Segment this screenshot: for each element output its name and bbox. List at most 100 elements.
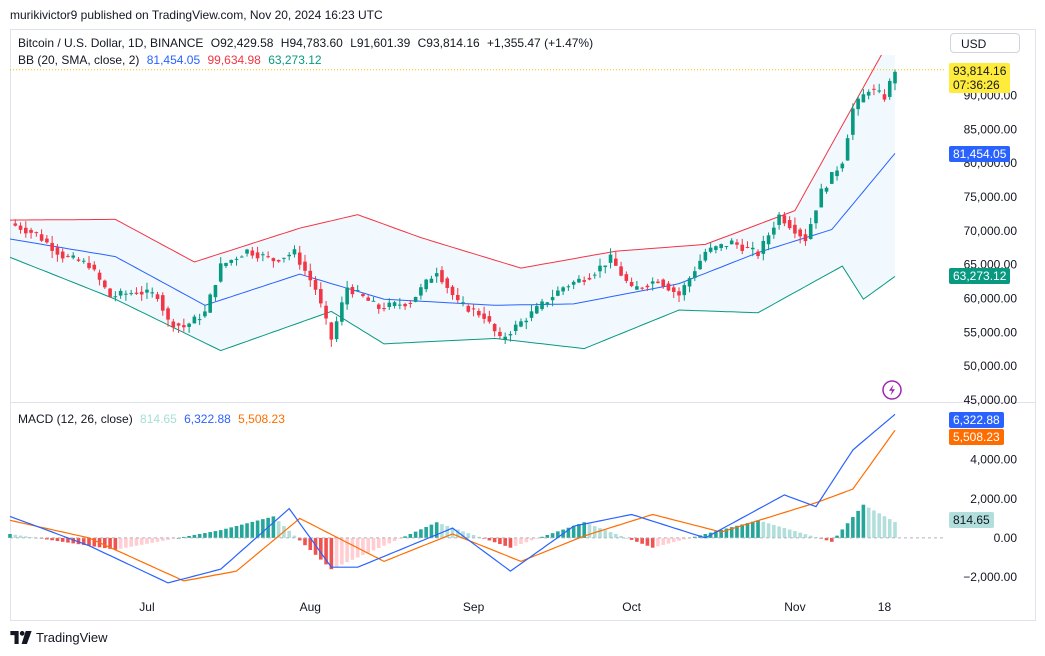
macd-hist-bar [329, 537, 334, 570]
candle-body [434, 273, 439, 277]
macd-hist-bar [376, 537, 381, 549]
candle-body [139, 291, 144, 295]
candle-body [687, 278, 692, 287]
candle [413, 296, 418, 303]
candle-body [192, 316, 197, 324]
price-tick-label: 75,000.00 [964, 190, 1018, 204]
candle [76, 256, 81, 262]
candle [208, 293, 212, 314]
tradingview-footer[interactable]: TradingView [10, 630, 108, 645]
macd-hist-bar [419, 529, 423, 538]
macd-hist-bar [224, 528, 228, 538]
candle-body [829, 172, 834, 184]
macd-hist-bar [234, 525, 239, 538]
time-tick-label: Sep [463, 600, 485, 614]
macd-hist-bar [666, 537, 671, 544]
macd-hist-bar [887, 519, 892, 538]
lightning-icon[interactable] [882, 380, 902, 400]
bb-fill-area [10, 55, 895, 351]
candle-body [787, 220, 792, 229]
candle [614, 251, 618, 266]
time-tick-label: Jul [139, 600, 154, 614]
macd-line [9, 413, 896, 584]
macd-hist-bar [55, 537, 60, 542]
candle-body [340, 302, 344, 322]
candle-body [782, 215, 787, 224]
macd-hist-bar [487, 537, 492, 541]
candle-body [18, 225, 23, 230]
candle-body [824, 187, 829, 192]
macd-hist-bar [724, 528, 729, 538]
bb-legend: BB (20, SMA, close, 2) 81,454.05 99,634.… [18, 53, 326, 67]
bb-label[interactable]: BB (20, SMA, close, 2) [18, 53, 140, 67]
macd-hist-bar [661, 537, 666, 545]
macd-axis: −2,000.00 0.00 2,000.00 4,000.00 [963, 453, 1017, 584]
pane-separator[interactable] [10, 402, 1036, 403]
candle-body [213, 285, 218, 298]
macd-hist-bar [87, 537, 91, 546]
candle [777, 212, 781, 230]
macd-hist-bar [777, 526, 781, 538]
candle [118, 288, 123, 299]
candle-body [182, 325, 186, 328]
candle-body [877, 90, 881, 92]
candle-body [882, 94, 887, 100]
candle [87, 256, 91, 270]
macd-hist-bar [571, 525, 576, 538]
candle-body [745, 246, 750, 248]
candle-body [403, 303, 407, 307]
candle-body [571, 281, 576, 285]
candle-body [819, 188, 824, 208]
candle-body [640, 287, 644, 289]
candle-body [756, 251, 760, 257]
macd-hist-bar [829, 537, 834, 542]
candle [276, 259, 281, 263]
macd-hist-bar [598, 528, 602, 538]
candle-body [656, 281, 660, 283]
macd-hist-bar [434, 522, 439, 538]
candle-body [529, 311, 534, 318]
bb-basis-line [10, 153, 896, 306]
candlesticks [13, 69, 897, 347]
candle-body [203, 311, 207, 317]
macd-hist-bar [866, 507, 871, 538]
candle [566, 284, 571, 291]
currency-button[interactable]: USD [950, 33, 1020, 53]
candle-body [545, 302, 550, 305]
candle [635, 280, 639, 290]
candle-body [508, 334, 513, 336]
macd-hist-bar [629, 537, 634, 540]
bb-upper-value: 99,634.98 [207, 53, 261, 67]
candle-body [714, 246, 718, 250]
macd-hist-bar [8, 534, 12, 538]
macd-hist-bar [455, 529, 460, 538]
candle [329, 321, 334, 347]
candle [851, 103, 855, 140]
candle [97, 269, 102, 286]
macd-legend: MACD (12, 26, close) 814.65 6,322.88 5,5… [18, 412, 289, 426]
candle [424, 278, 428, 293]
macd-hist-bar [50, 537, 54, 541]
macd-hist-tag: 814.65 [949, 512, 994, 528]
macd-hist-bar [824, 537, 829, 541]
candle-body [145, 289, 149, 293]
candle [139, 286, 144, 301]
symbol-name[interactable]: Bitcoin / U.S. Dollar, 1D, BINANCE [18, 36, 204, 50]
candle [239, 255, 244, 258]
candle [482, 306, 486, 324]
candle-body [598, 265, 602, 272]
bollinger-band-lines [10, 55, 896, 352]
macd-hist-bar [218, 530, 223, 538]
candle-body [171, 321, 176, 328]
candle-body [92, 264, 97, 270]
macd-hist-bar [134, 537, 139, 546]
macd-label[interactable]: MACD (12, 26, close) [18, 412, 133, 426]
candle [24, 221, 28, 238]
candle [540, 298, 544, 311]
macd-hist-bar [440, 524, 444, 538]
macd-signal-line [9, 429, 896, 582]
macd-hist-bar [213, 531, 218, 538]
candle-body [619, 266, 623, 276]
time-tick-label: Nov [784, 600, 805, 614]
